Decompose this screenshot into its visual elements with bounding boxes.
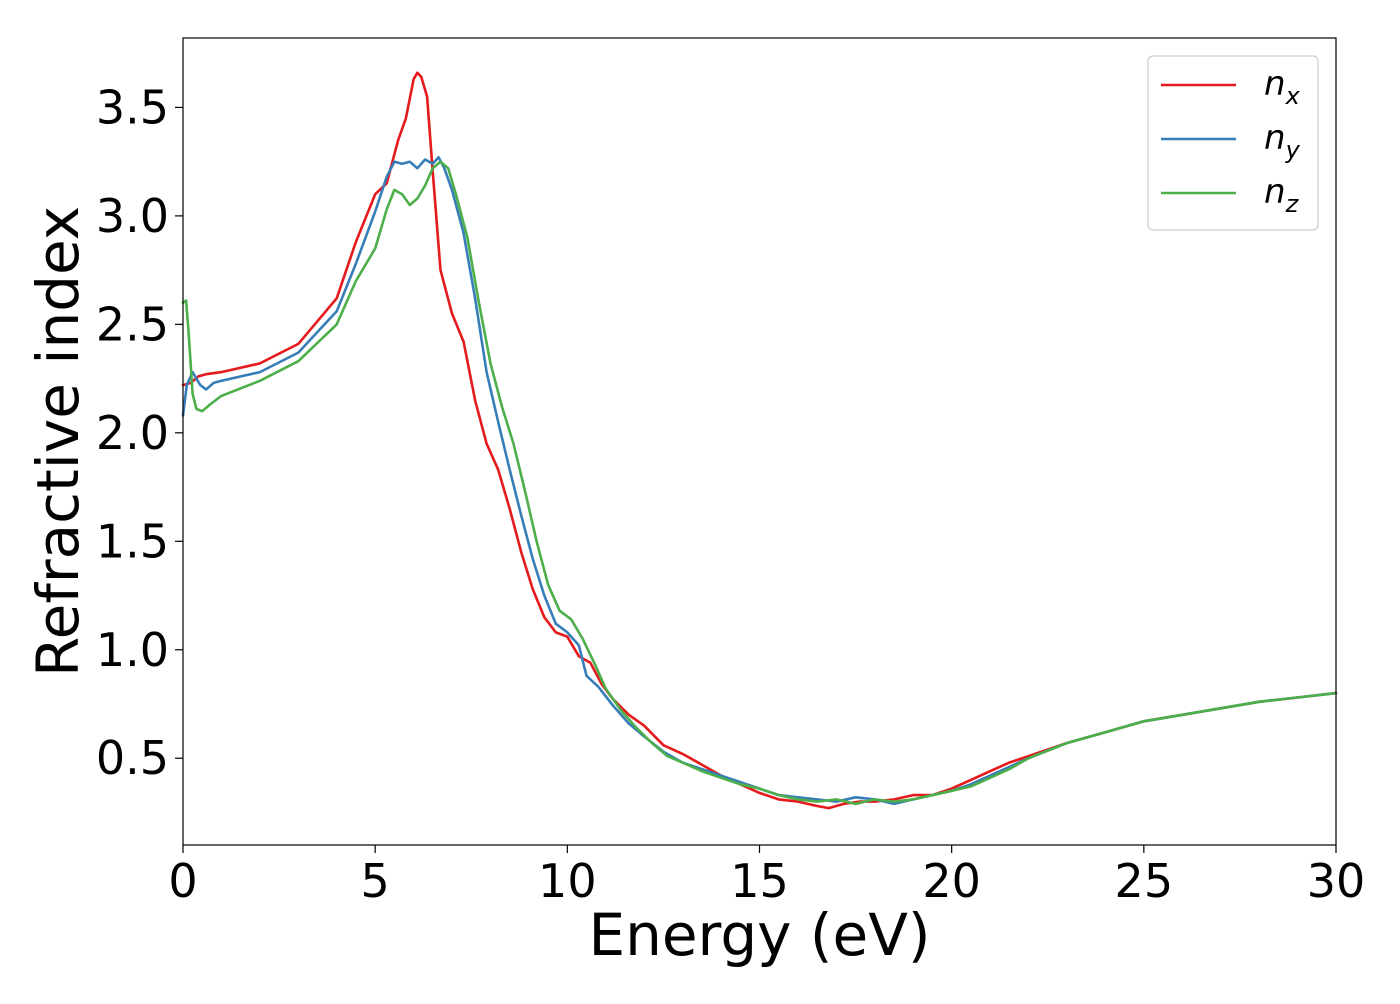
y-axis-ticks: 0.5 1.0 1.5 2.0 2.5 3.0 3.5 <box>96 80 183 785</box>
y-tick-label: 3.0 <box>96 189 169 243</box>
legend-label-n-y: ny <box>1264 118 1301 164</box>
series-line-n-y <box>181 156 1338 806</box>
y-axis-title: Refractive index <box>24 206 92 677</box>
x-tick-label: 25 <box>1115 854 1174 908</box>
legend-box <box>1147 55 1319 231</box>
series-layer <box>181 71 1338 810</box>
y-tick-label: 1.0 <box>96 623 169 677</box>
x-tick-label: 20 <box>922 854 981 908</box>
y-tick-label: 2.0 <box>96 406 169 460</box>
x-axis-ticks: 0 5 10 15 20 25 30 <box>168 845 1365 908</box>
x-tick-label: 30 <box>1307 854 1366 908</box>
x-axis-title: Energy (eV) <box>588 901 930 969</box>
x-tick-label: 10 <box>538 854 597 908</box>
y-tick-label: 0.5 <box>96 731 169 785</box>
legend-label-subscript: x <box>1285 82 1301 110</box>
y-tick-label: 1.5 <box>96 514 169 568</box>
legend-label-main: n <box>1264 118 1286 158</box>
legend-label-n-z: nz <box>1264 172 1300 218</box>
legend-label-main: n <box>1264 64 1286 104</box>
y-tick-label: 3.5 <box>96 80 169 134</box>
legend-label-main: n <box>1264 172 1286 212</box>
legend-label-subscript: y <box>1285 136 1301 164</box>
series-line-n-z <box>181 160 1338 806</box>
y-tick-label: 2.5 <box>96 297 169 351</box>
x-tick-label: 0 <box>168 854 197 908</box>
series-line-n-x <box>181 71 1338 810</box>
x-tick-label: 5 <box>361 854 390 908</box>
legend-label-n-x: nx <box>1264 64 1301 110</box>
legend-label-subscript: z <box>1285 190 1300 218</box>
x-tick-label: 15 <box>730 854 789 908</box>
